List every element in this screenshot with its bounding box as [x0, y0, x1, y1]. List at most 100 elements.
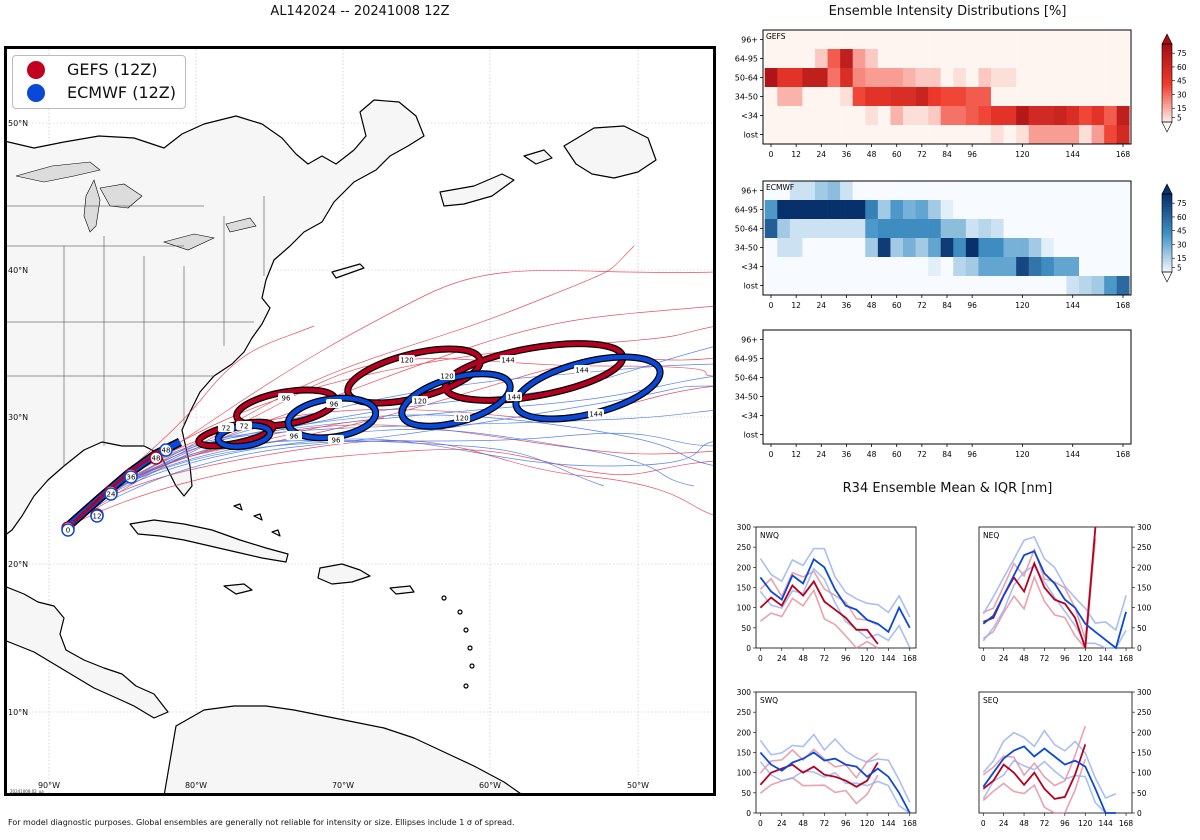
heatmap-cell — [1003, 49, 1017, 68]
colorbar-step — [1162, 225, 1172, 229]
heatmap-cell — [1053, 181, 1067, 200]
ellipse-time-box — [286, 431, 302, 440]
x-tick-label: 144 — [1066, 450, 1081, 459]
colorbar-step — [1162, 259, 1172, 263]
heatmap-cell — [890, 181, 904, 200]
heatmap-cell — [1016, 181, 1030, 200]
lon-label: 90°W — [38, 781, 60, 790]
heatmap-cell — [1003, 87, 1017, 106]
heatmap-cell — [903, 257, 916, 276]
heatmap-cell — [1066, 87, 1080, 106]
r34-iqr-upper — [759, 733, 911, 803]
heatmap-cell — [827, 87, 841, 106]
ellipse-time-label: 72 — [222, 425, 231, 433]
heatmap-cell — [777, 219, 791, 238]
heatmap-cell — [940, 219, 954, 238]
ellipse-time-label: 120 — [440, 373, 453, 381]
ellipse-time-box — [236, 421, 252, 430]
heatmap-cell — [865, 200, 879, 219]
colorbar-step — [1162, 235, 1172, 239]
heatmap-cell — [928, 49, 942, 68]
r34-iqr-lower — [982, 759, 1116, 814]
r34-x-tick-label: 0 — [981, 654, 986, 663]
colorbar-step — [1162, 266, 1172, 270]
heatmap-cell — [764, 125, 778, 144]
heatmap-cell — [1066, 30, 1080, 49]
heatmap-cell — [764, 30, 778, 49]
r34-x-tick-label: 24 — [999, 819, 1009, 828]
colorbar-min-arrow — [1161, 121, 1173, 133]
colorbar-step — [1162, 96, 1172, 100]
heatmap-cell — [865, 68, 879, 87]
heatmap-cell — [915, 181, 929, 200]
heatmap-cell — [789, 181, 803, 200]
heatmap-cell — [978, 219, 992, 238]
ellipse-time-box — [328, 435, 344, 444]
heatmap-cell — [1003, 106, 1017, 125]
heatmap-cell — [815, 219, 828, 238]
x-tick-label: 48 — [867, 150, 877, 159]
r34-y-tick-label: 250 — [1137, 708, 1152, 717]
heatmap-cell — [777, 125, 791, 144]
heatmap-cell — [1104, 219, 1118, 238]
heatmap-cell — [840, 49, 854, 68]
heatmap-cell — [777, 87, 791, 106]
heatmap-cell — [1016, 68, 1030, 87]
heatmap-cell — [865, 106, 879, 125]
heatmap-cell — [953, 219, 967, 238]
r34-x-tick-label: 72 — [1040, 819, 1050, 828]
heatmap-cell — [928, 125, 942, 144]
heatmap-cell — [815, 87, 828, 106]
r34-y-tick-label: 50 — [1137, 789, 1147, 798]
heatmap-cell — [1053, 106, 1067, 125]
heatmap-cell — [915, 49, 929, 68]
colorbar-tick-label: 60 — [1177, 213, 1187, 222]
heatmap-cell — [1016, 200, 1030, 219]
colorbar-step — [1162, 256, 1172, 260]
heatmap-cell — [789, 125, 803, 144]
row-label: 64-95 — [735, 206, 758, 215]
heatmap-cell — [815, 49, 828, 68]
ellipse-time-label: 144 — [501, 357, 515, 365]
r34-y-tick-label: 200 — [1137, 728, 1152, 737]
r34-x-tick-label: 144 — [1098, 654, 1113, 663]
ellipse-labels: 72 96 96 120 120 144 144 72 96 96 120 120 144 144 — [218, 355, 604, 445]
colorbar-step — [1162, 264, 1172, 268]
heatmap-cell — [915, 257, 929, 276]
x-tick-label: 96 — [967, 450, 977, 459]
colorbar-step — [1162, 109, 1172, 113]
heatmap-cell — [953, 200, 967, 219]
heatmap-cell — [1003, 219, 1017, 238]
heatmap-cell — [1116, 68, 1130, 87]
heatmap-cell — [1016, 219, 1030, 238]
heatmap-cell — [978, 200, 992, 219]
gefs-legend-marker — [27, 61, 45, 79]
heatmap-cell — [928, 181, 942, 200]
heatmap-cell — [1066, 238, 1080, 257]
r34-neq-panel: NEQ 300 250 200 150 100 50 0 0 24 48 72 96 120 144 168 — [978, 523, 1152, 663]
heatmap-cell — [890, 276, 904, 295]
x-tick-label: 36 — [842, 150, 852, 159]
heatmap-cell — [815, 257, 828, 276]
track-time-marker — [149, 451, 163, 465]
heatmap-cell — [1079, 276, 1092, 295]
colorbar-min-arrow — [1161, 271, 1173, 283]
heatmap-cell — [1041, 219, 1055, 238]
heatmap-cell — [764, 257, 778, 276]
heatmap-cell — [915, 276, 929, 295]
x-tick-label: 0 — [769, 150, 774, 159]
heatmap-cell — [915, 219, 929, 238]
colorbar-step — [1162, 194, 1172, 198]
heatmap-cell — [1028, 125, 1042, 144]
heatmap-cell — [764, 219, 778, 238]
lat-label: 40°N — [8, 266, 28, 275]
ellipse-time-label: 120 — [413, 398, 426, 406]
ellipse-time-label: 96 — [282, 395, 291, 403]
colorbar-step — [1162, 90, 1172, 94]
colorbar-step — [1162, 246, 1172, 250]
r34-iqr-lower — [982, 564, 1127, 649]
r34-x-tick-label: 144 — [881, 819, 896, 828]
heatmap-cell — [865, 49, 879, 68]
r34-y-tick-label: 300 — [737, 688, 752, 697]
heatmap-cell — [965, 200, 979, 219]
